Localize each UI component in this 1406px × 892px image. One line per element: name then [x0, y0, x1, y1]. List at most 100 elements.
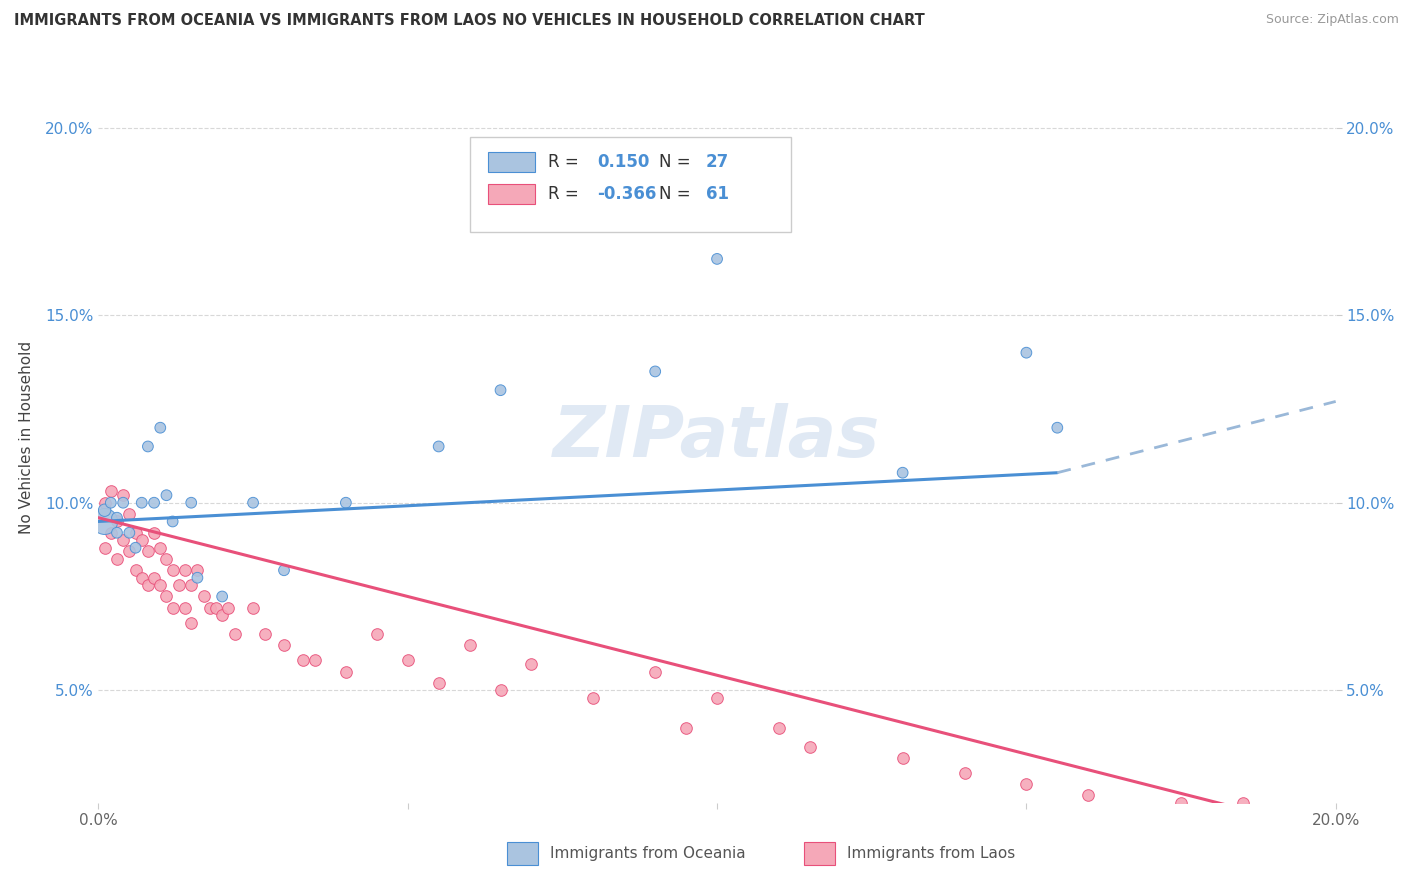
Point — [100, 484, 122, 499]
Text: IMMIGRANTS FROM OCEANIA VS IMMIGRANTS FROM LAOS NO VEHICLES IN HOUSEHOLD CORRELA: IMMIGRANTS FROM OCEANIA VS IMMIGRANTS FR… — [14, 13, 925, 29]
Point — [768, 721, 790, 735]
Point — [489, 683, 512, 698]
Text: 61: 61 — [706, 186, 728, 203]
Point — [180, 578, 202, 592]
Point — [155, 552, 177, 566]
Point — [706, 690, 728, 705]
Point — [211, 590, 233, 604]
Point — [198, 600, 221, 615]
Point — [217, 600, 239, 615]
Point — [520, 657, 543, 671]
Point — [335, 496, 357, 510]
Point — [162, 600, 184, 615]
Point — [124, 563, 146, 577]
Point — [143, 525, 166, 540]
Point — [335, 665, 357, 679]
Point — [112, 488, 135, 502]
Point — [273, 563, 295, 577]
Text: N =: N = — [659, 153, 696, 171]
Point — [124, 525, 146, 540]
Point — [131, 571, 153, 585]
Point — [1015, 777, 1038, 791]
Point — [143, 571, 166, 585]
Bar — [488, 152, 536, 172]
Point — [118, 544, 141, 558]
Point — [136, 578, 159, 592]
Point — [112, 496, 135, 510]
Point — [254, 627, 277, 641]
Bar — [804, 841, 835, 865]
Point — [105, 525, 128, 540]
Point — [162, 563, 184, 577]
Point — [93, 515, 115, 529]
Text: Source: ZipAtlas.com: Source: ZipAtlas.com — [1265, 13, 1399, 27]
Point — [458, 638, 481, 652]
Point — [112, 533, 135, 548]
Point — [118, 525, 141, 540]
Point — [193, 590, 215, 604]
Point — [186, 571, 208, 585]
Point — [149, 578, 172, 592]
Y-axis label: No Vehicles in Household: No Vehicles in Household — [20, 341, 34, 533]
Point — [799, 739, 821, 754]
Text: Immigrants from Laos: Immigrants from Laos — [846, 846, 1015, 861]
Point — [100, 496, 122, 510]
Point — [93, 496, 115, 510]
Point — [174, 600, 197, 615]
Point — [366, 627, 388, 641]
Point — [891, 466, 914, 480]
Point — [105, 515, 128, 529]
Point — [1046, 420, 1069, 434]
Point — [489, 383, 512, 397]
Point — [167, 578, 190, 592]
Text: 27: 27 — [706, 153, 730, 171]
Point — [155, 488, 177, 502]
Point — [706, 252, 728, 266]
Text: R =: R = — [547, 153, 583, 171]
Point — [105, 510, 128, 524]
Point — [162, 515, 184, 529]
Text: -0.366: -0.366 — [598, 186, 657, 203]
Point — [675, 721, 697, 735]
Point — [427, 675, 450, 690]
Point — [186, 563, 208, 577]
Point — [143, 496, 166, 510]
Point — [205, 600, 228, 615]
Point — [100, 525, 122, 540]
Point — [582, 690, 605, 705]
Point — [155, 590, 177, 604]
Point — [1077, 789, 1099, 803]
Point — [304, 653, 326, 667]
Point — [242, 600, 264, 615]
Point — [644, 665, 666, 679]
Point — [1232, 796, 1254, 810]
Point — [891, 751, 914, 765]
Point — [93, 503, 115, 517]
Point — [149, 420, 172, 434]
Point — [131, 533, 153, 548]
Point — [105, 552, 128, 566]
Text: ZIPatlas: ZIPatlas — [554, 402, 880, 472]
Point — [149, 541, 172, 555]
Point — [1170, 796, 1192, 810]
Point — [427, 440, 450, 454]
Text: R =: R = — [547, 186, 583, 203]
Point — [953, 765, 976, 780]
Point — [644, 364, 666, 378]
Point — [93, 541, 115, 555]
Point — [174, 563, 197, 577]
Point — [136, 440, 159, 454]
Point — [224, 627, 246, 641]
Point — [1263, 803, 1285, 817]
Point — [1015, 345, 1038, 359]
Point — [396, 653, 419, 667]
Point — [136, 544, 159, 558]
Text: 0.150: 0.150 — [598, 153, 650, 171]
Point — [180, 496, 202, 510]
Point — [242, 496, 264, 510]
Text: Immigrants from Oceania: Immigrants from Oceania — [550, 846, 745, 861]
Point — [273, 638, 295, 652]
Point — [124, 541, 146, 555]
Point — [118, 507, 141, 521]
Point — [291, 653, 314, 667]
